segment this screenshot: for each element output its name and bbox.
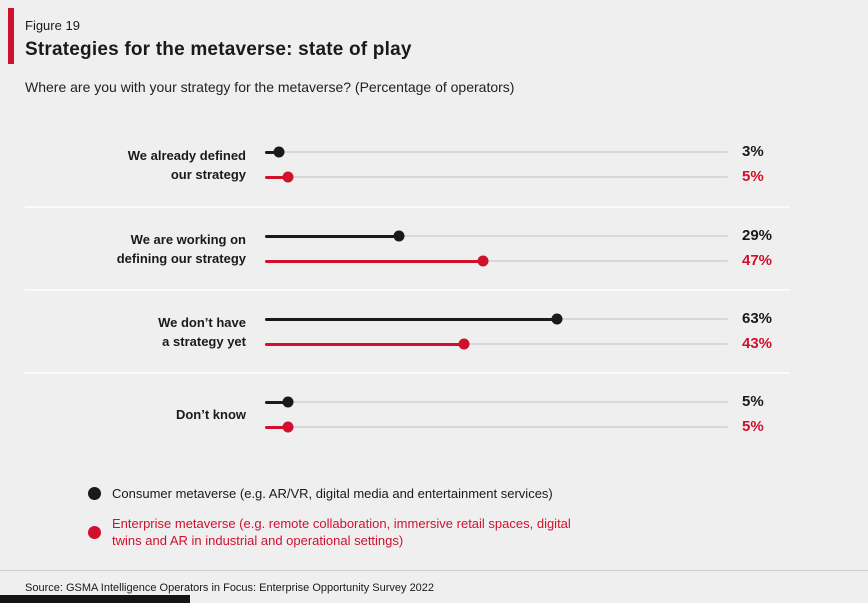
enterprise-track — [265, 338, 728, 350]
lollipop-group: 29% 47% — [265, 227, 790, 269]
consumer-track — [265, 396, 728, 408]
category-label: Don’t know — [175, 407, 246, 422]
enterprise-bar — [265, 342, 465, 346]
header: Figure 19 Strategies for the metaverse: … — [0, 0, 868, 95]
enterprise-bar — [265, 175, 289, 179]
enterprise-track — [265, 255, 728, 267]
consumer-value-label: 29% — [742, 227, 773, 244]
enterprise-value-label: 47% — [742, 252, 773, 269]
enterprise-line: 5% — [265, 168, 790, 185]
chart-row: Don’t know 5% 5% — [25, 372, 790, 455]
red-accent-bar — [8, 8, 14, 64]
enterprise-dot-icon — [88, 525, 101, 539]
enterprise-bar — [265, 259, 483, 263]
consumer-bar — [265, 317, 557, 321]
chart-rows: We already defined our strategy 3% 5% We are… — [25, 123, 790, 455]
lollipop-group: 3% 5% — [265, 143, 790, 185]
category-label: We already defined our strategy — [127, 147, 246, 182]
enterprise-value-label: 43% — [742, 335, 773, 352]
enterprise-line: 47% — [265, 252, 790, 269]
legend-label-enterprise: Enterprise metaverse (e.g. remote collab… — [112, 516, 571, 548]
consumer-dot-marker — [551, 313, 563, 325]
consumer-bar — [265, 400, 289, 404]
figure-label: Figure 19 — [25, 18, 80, 33]
consumer-line: 3% — [265, 143, 790, 160]
enterprise-dot-marker — [282, 171, 294, 183]
consumer-line: 5% — [265, 393, 790, 410]
chart-row: We are working on defining our strategy 29… — [25, 206, 790, 289]
enterprise-dot-marker — [458, 338, 470, 350]
consumer-value-label: 5% — [742, 393, 764, 410]
consumer-line: 63% — [265, 310, 790, 327]
lollipop-group: 5% 5% — [265, 393, 790, 435]
enterprise-bar — [265, 425, 289, 429]
legend-item-consumer: Consumer metaverse (e.g. AR/VR, digital … — [88, 485, 843, 502]
consumer-value-label: 3% — [742, 143, 764, 160]
chart-legend: Consumer metaverse (e.g. AR/VR, digital … — [88, 485, 843, 549]
page-title: Strategies for the metaverse: state of p… — [25, 39, 412, 60]
consumer-value-label: 63% — [742, 310, 773, 327]
consumer-track — [265, 230, 728, 242]
consumer-track — [265, 313, 728, 325]
chart-subtitle: Where are you with your strategy for the… — [25, 79, 515, 95]
category-label: We are working on defining our strategy — [116, 231, 246, 266]
enterprise-dot-marker — [477, 255, 489, 267]
consumer-track — [265, 146, 728, 158]
enterprise-dot-marker — [282, 421, 294, 433]
chart-row: We don’t have a strategy yet 63% 43% — [25, 289, 790, 372]
footer-divider — [0, 570, 868, 571]
enterprise-track — [265, 171, 728, 183]
enterprise-line: 43% — [265, 335, 790, 352]
enterprise-value-label: 5% — [742, 418, 764, 435]
chart-row: We already defined our strategy 3% 5% — [25, 123, 790, 206]
consumer-bar — [265, 150, 279, 154]
enterprise-value-label: 5% — [742, 168, 764, 185]
legend-item-enterprise: Enterprise metaverse (e.g. remote collab… — [88, 515, 843, 549]
consumer-dot-marker — [282, 396, 294, 408]
consumer-dot-marker — [393, 230, 405, 242]
consumer-bar — [265, 234, 400, 238]
consumer-dot-marker — [273, 146, 285, 158]
lollipop-group: 63% 43% — [265, 310, 790, 352]
bottom-accent-bar — [0, 595, 190, 603]
legend-label-consumer: Consumer metaverse (e.g. AR/VR, digital … — [112, 486, 553, 501]
enterprise-line: 5% — [265, 418, 790, 435]
consumer-line: 29% — [265, 227, 790, 244]
consumer-dot-icon — [88, 487, 101, 500]
source-note: Source: GSMA Intelligence Operators in F… — [25, 582, 435, 594]
enterprise-track — [265, 421, 728, 433]
category-label: We don’t have a strategy yet — [158, 314, 246, 349]
